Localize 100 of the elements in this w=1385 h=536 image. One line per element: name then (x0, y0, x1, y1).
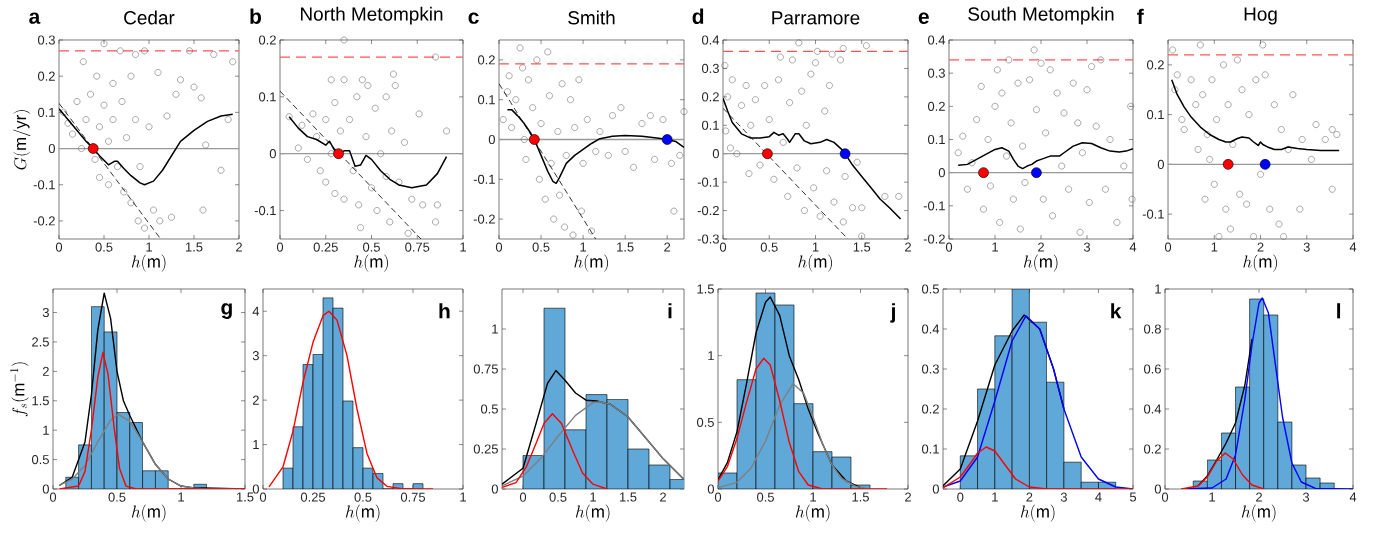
point (1275, 220, 1283, 228)
point (377, 150, 384, 158)
x-tick-label: 1.5 (619, 492, 637, 502)
point (313, 133, 320, 140)
point (91, 156, 99, 163)
point (87, 90, 94, 98)
point (1127, 102, 1135, 110)
point (1259, 41, 1267, 49)
y-tick-label: 0 (1157, 159, 1164, 169)
point (408, 195, 416, 203)
point (96, 174, 103, 181)
point (762, 148, 773, 160)
point (499, 116, 507, 123)
y-tick-label: 0.4 (701, 35, 720, 45)
point (359, 76, 366, 84)
point (1106, 136, 1114, 143)
point (1031, 167, 1042, 178)
y-tick-label: 0.3 (37, 35, 55, 45)
y-tick-label: 0.75 (473, 364, 498, 374)
point (858, 232, 866, 240)
point (141, 47, 148, 55)
point (1213, 116, 1220, 123)
y-tick-label: 3 (42, 307, 49, 318)
x-tick-label: 1 (580, 242, 587, 252)
point (309, 110, 317, 118)
y-tick-label: 0 (48, 143, 55, 154)
point (959, 132, 967, 140)
point (541, 195, 549, 203)
point (621, 148, 629, 155)
point (747, 121, 755, 129)
x-tick-label: 0.25 (300, 492, 326, 502)
y-tick-label: 0.3 (927, 68, 945, 78)
point (78, 145, 85, 152)
point (1192, 101, 1200, 109)
x-tick-label: 1 (460, 492, 466, 502)
x-tick-label: 3 (1060, 492, 1067, 502)
y-tick-label: 0.1 (477, 95, 495, 105)
x-tick-label: 0.5 (760, 242, 778, 252)
point (1234, 56, 1241, 64)
x-tick-label: 1.5 (852, 492, 869, 502)
point (340, 195, 348, 203)
x-tick-label: 1 (460, 242, 466, 252)
x-tick-label: 0.5 (354, 492, 372, 502)
point (1042, 129, 1049, 137)
point (373, 207, 381, 214)
point (382, 173, 390, 180)
chart-title: Hog (1244, 7, 1277, 25)
x-tick-label: 1 (590, 492, 596, 502)
y-tick-label: -0.1 (33, 180, 55, 190)
x-tick-label: 0.75 (405, 242, 430, 252)
text: b (250, 8, 262, 24)
x-tick-label: 0.5 (95, 242, 113, 252)
x-tick-label: 1 (810, 492, 816, 502)
point (1197, 41, 1204, 49)
y-tick-label: -0.3 (697, 234, 719, 244)
point (558, 80, 566, 88)
point (1065, 185, 1072, 193)
point (793, 164, 801, 172)
point (1169, 46, 1176, 54)
point (1039, 195, 1047, 203)
y-tick-label: 0.1 (701, 120, 719, 130)
point (331, 99, 339, 106)
x-tick-label: 1 (1211, 242, 1218, 252)
y-tick-label: 0.1 (927, 134, 945, 145)
point (676, 152, 684, 159)
point (1021, 179, 1029, 186)
point (134, 217, 142, 225)
point (120, 188, 128, 196)
point (547, 160, 555, 167)
point (1046, 66, 1054, 74)
point (1252, 76, 1260, 84)
point (588, 227, 595, 235)
x-tick-label: 5 (1129, 492, 1137, 502)
point (575, 76, 583, 84)
point (525, 76, 532, 84)
point (837, 56, 844, 64)
point (1280, 233, 1287, 240)
point (537, 120, 545, 127)
point (670, 207, 678, 215)
point (1245, 111, 1253, 118)
x-tick-label: 2 (1026, 492, 1033, 502)
point (69, 130, 76, 138)
point (978, 167, 989, 178)
point (443, 127, 450, 135)
point (881, 193, 889, 200)
y-tick-label: 0 (712, 149, 719, 159)
point (1085, 199, 1093, 206)
point (163, 112, 171, 120)
point (680, 108, 688, 115)
point (505, 72, 513, 80)
point (229, 58, 237, 66)
point (1010, 195, 1017, 203)
point (224, 116, 232, 123)
point (114, 163, 121, 170)
x-axis-title: $h(\mathrm{m})$ (574, 254, 608, 272)
point (1128, 195, 1136, 203)
y-tick-label: 0.2 (1143, 444, 1161, 454)
y-tick-label: 0.2 (1146, 60, 1164, 70)
point (784, 193, 792, 200)
point (596, 128, 604, 135)
